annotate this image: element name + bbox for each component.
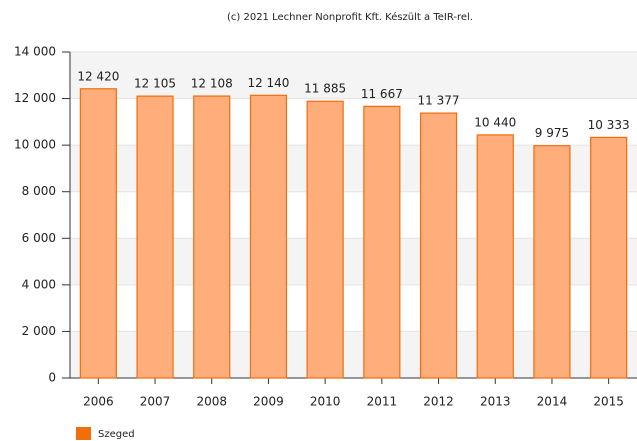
y-tick-label: 4 000 (22, 277, 56, 291)
data-label: 12 105 (134, 77, 176, 91)
bar (79, 88, 117, 379)
data-label: 11 885 (304, 82, 346, 96)
x-tick-label: 2014 (537, 395, 568, 409)
y-tick-label: 0 (48, 371, 56, 385)
data-label: 9 975 (535, 126, 569, 140)
data-label: 10 440 (474, 115, 516, 129)
plot-band (70, 52, 637, 99)
x-tick-label: 2012 (423, 395, 454, 409)
legend-swatch (76, 427, 91, 440)
bar (363, 105, 401, 379)
bar (533, 145, 571, 379)
y-tick-label: 12 000 (14, 91, 56, 105)
bar (476, 134, 514, 379)
chart-title: (c) 2021 Lechner Nonprofit Kft. Készült … (227, 11, 473, 23)
data-label: 11 667 (361, 87, 403, 101)
x-tick-label: 2011 (367, 395, 398, 409)
x-tick-label: 2006 (83, 395, 114, 409)
bar (590, 136, 628, 379)
data-label: 10 333 (588, 118, 630, 132)
y-tick-label: 2 000 (22, 324, 56, 338)
y-tick-label: 6 000 (22, 231, 56, 245)
data-label: 12 108 (191, 77, 233, 91)
x-tick-label: 2007 (140, 395, 171, 409)
data-label: 12 420 (77, 69, 119, 83)
bar (249, 94, 288, 379)
x-tick-label: 2008 (196, 395, 227, 409)
bar (306, 100, 344, 379)
y-tick-label: 10 000 (14, 138, 56, 152)
bar (136, 95, 174, 379)
y-tick-label: 14 000 (14, 45, 56, 59)
x-tick-label: 2015 (593, 395, 624, 409)
data-label: 12 140 (247, 76, 289, 90)
data-label: 11 377 (418, 94, 460, 108)
x-tick-label: 2009 (253, 395, 284, 409)
y-tick-label: 8 000 (22, 184, 56, 198)
x-tick-label: 2013 (480, 395, 511, 409)
x-tick-label: 2010 (310, 395, 341, 409)
legend-label: Szeged (98, 429, 135, 440)
bar (193, 95, 231, 379)
bar (419, 112, 458, 379)
